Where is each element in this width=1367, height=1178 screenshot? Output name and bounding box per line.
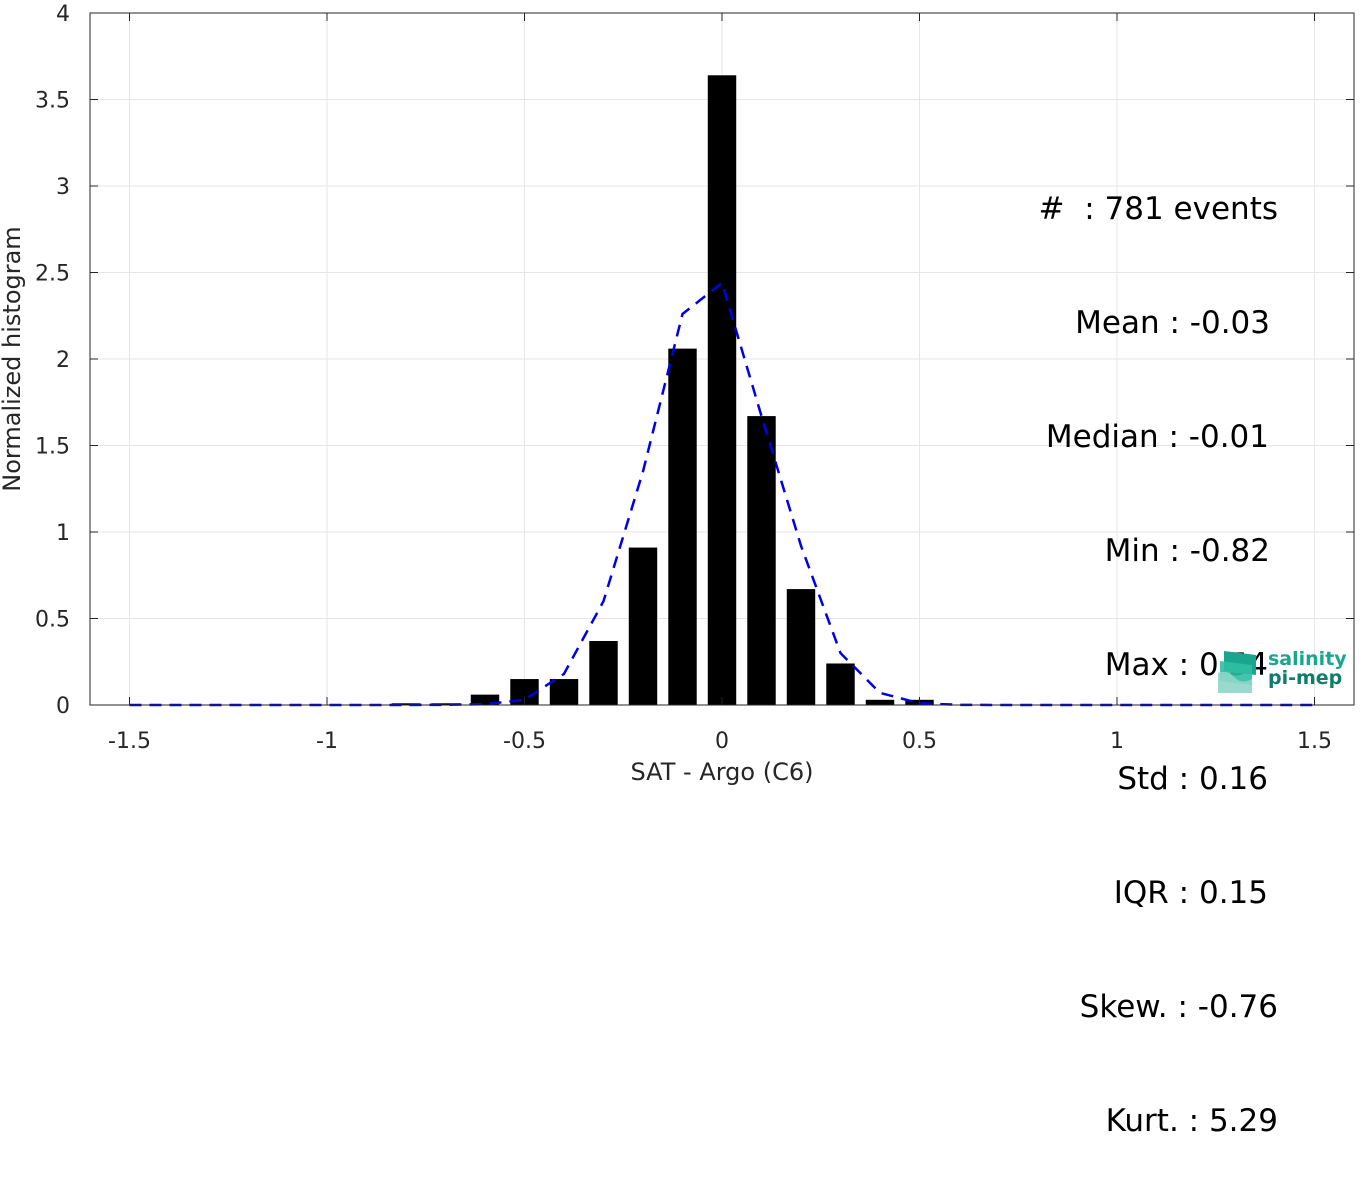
y-tick-label: 2.5: [35, 262, 70, 287]
histogram-chart: -1.5 -1 -0.5 0 0.5 1 1.5 0 0.5 1 1.5 2 2.5 3 3.5 4 SAT …: [0, 2, 1355, 786]
stat-count: # : 781 events: [1038, 191, 1278, 227]
y-tick-label: 3: [56, 175, 70, 200]
stat-mean: Mean : -0.03: [1075, 305, 1270, 341]
logo-line2: pi-mep: [1268, 667, 1343, 689]
x-tick-label: 0.5: [902, 729, 937, 754]
y-tick-label: 0: [56, 694, 70, 719]
y-axis-label: Normalized histogram: [0, 226, 26, 491]
stat-iqr: IQR : 0.15: [1113, 875, 1268, 911]
histogram-bar: [470, 694, 500, 705]
histogram-bar: [391, 703, 421, 705]
stat-std: Std : 0.16: [1117, 761, 1268, 797]
stat-median: Median : -0.01: [1045, 419, 1269, 455]
histogram-bar: [865, 699, 895, 705]
histogram-bar: [747, 416, 776, 705]
salinity-pi-mep-logo: salinity pi-mep: [1216, 647, 1347, 695]
stats-box: # : 781 events Mean : -0.03 Median : -0.…: [980, 114, 1280, 1178]
logo-line1: salinity: [1268, 648, 1347, 670]
y-tick-label: 4: [56, 2, 70, 27]
histogram-bar: [826, 663, 855, 705]
x-tick-label: -1: [316, 729, 338, 754]
x-axis-label: SAT - Argo (C6): [631, 758, 814, 786]
histogram-bar: [628, 547, 658, 705]
y-tick-label: 1.5: [35, 435, 70, 460]
y-tick-label: 3.5: [35, 89, 70, 114]
stat-min: Min : -0.82: [1104, 533, 1270, 569]
histogram-bar: [549, 679, 579, 705]
histogram-bar: [668, 348, 697, 705]
logo-mark-icon: [1218, 651, 1256, 693]
histogram-bar: [786, 589, 816, 705]
histogram-bar: [707, 75, 737, 705]
y-tick-label: 0.5: [35, 608, 70, 633]
x-tick-label: -1.5: [108, 729, 151, 754]
stat-kurt: Kurt. : 5.29: [1105, 1103, 1278, 1139]
histogram-bar: [431, 703, 460, 705]
ticks: -1.5 -1 -0.5 0 0.5 1 1.5 0 0.5 1 1.5 2 2.5 3 3.5 4: [35, 2, 1354, 754]
bars: [391, 75, 934, 705]
x-tick-label: 0: [715, 729, 729, 754]
x-tick-label: 1: [1110, 729, 1124, 754]
histogram-bar: [589, 640, 618, 705]
y-tick-label: 2: [56, 348, 70, 373]
x-tick-label: 1.5: [1297, 729, 1332, 754]
stat-skew: Skew. : -0.76: [1079, 989, 1278, 1025]
y-tick-label: 1: [56, 521, 70, 546]
x-tick-label: -0.5: [503, 729, 546, 754]
